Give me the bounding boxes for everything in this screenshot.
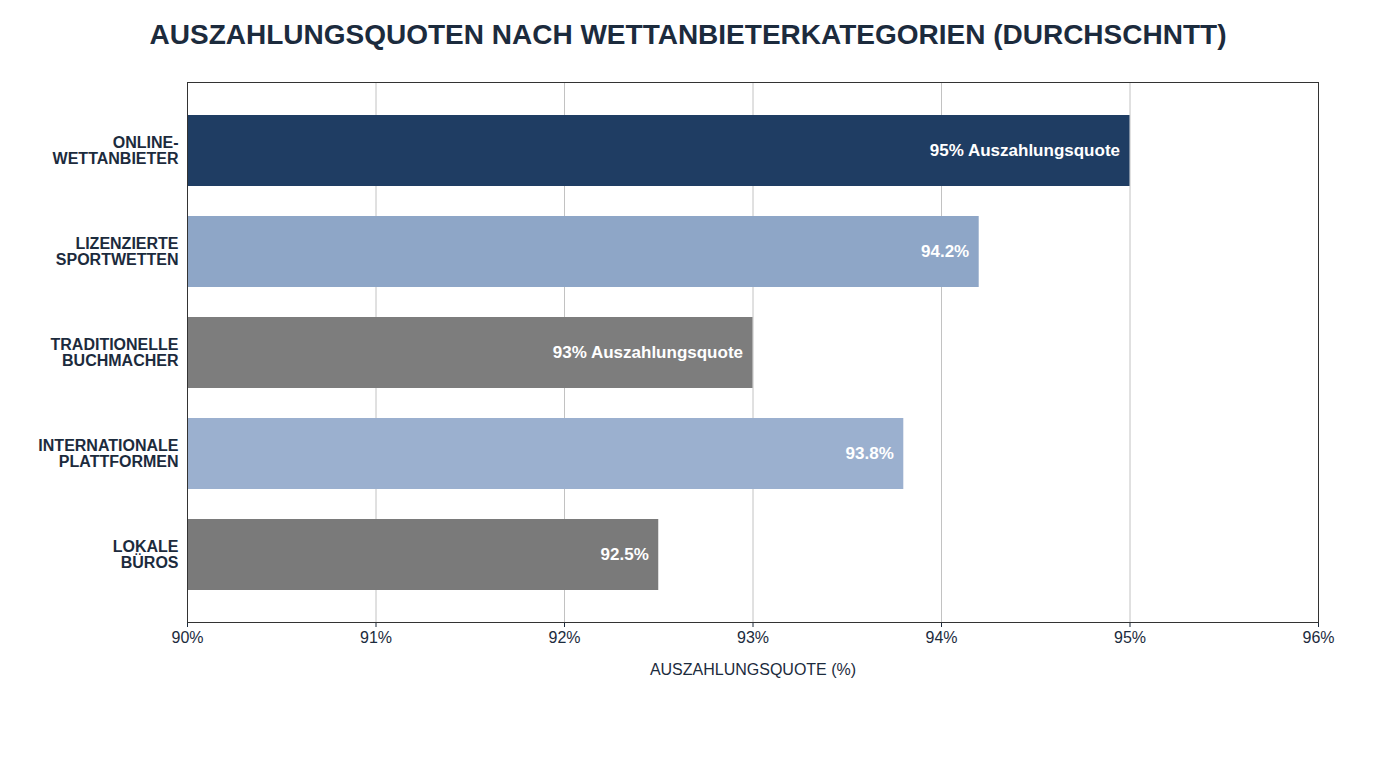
svg-text:LIZENZIERTESPORTWETTEN: LIZENZIERTESPORTWETTEN <box>56 235 179 268</box>
svg-text:93%: 93% <box>737 629 769 646</box>
svg-text:95%: 95% <box>1114 629 1146 646</box>
svg-text:91%: 91% <box>360 629 392 646</box>
svg-text:90%: 90% <box>171 629 203 646</box>
svg-text:93.8%: 93.8% <box>846 444 894 463</box>
svg-text:92.5%: 92.5% <box>601 545 649 564</box>
svg-text:94.2%: 94.2% <box>921 242 969 261</box>
svg-text:TRADITIONELLEBUCHMACHER: TRADITIONELLEBUCHMACHER <box>51 336 179 369</box>
svg-text:93% Auszahlungsquote: 93% Auszahlungsquote <box>553 343 743 362</box>
svg-text:INTERNATIONALEPLATTFORMEN: INTERNATIONALEPLATTFORMEN <box>38 437 178 470</box>
svg-text:94%: 94% <box>925 629 957 646</box>
html-text:AUSZAHLUNGSQUOTEN NACH WETTANB: AUSZAHLUNGSQUOTEN NACH WETTANBIETERKATEG… <box>149 19 1227 50</box>
svg-text:ONLINE-WETTANBIETER: ONLINE-WETTANBIETER <box>53 134 179 167</box>
svg-text:AUSZAHLUNGSQUOTE (%): AUSZAHLUNGSQUOTE (%) <box>650 661 856 678</box>
svg-text:96%: 96% <box>1302 629 1334 646</box>
svg-text:95% Auszahlungsquote: 95% Auszahlungsquote <box>930 141 1120 160</box>
svg-text:LOKALEBÜROS: LOKALEBÜROS <box>113 538 179 571</box>
svg-text:92%: 92% <box>548 629 580 646</box>
